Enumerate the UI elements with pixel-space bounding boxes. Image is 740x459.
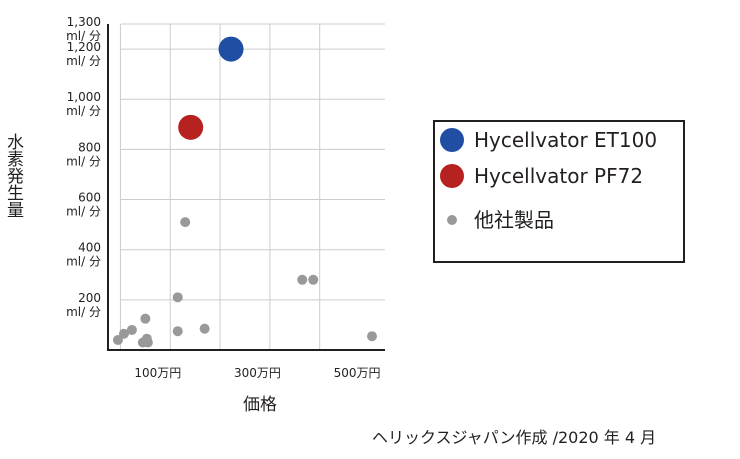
x-tick-labels: 100万円 300万円 500万円 <box>134 366 380 380</box>
y-tick-label: 200 <box>78 291 101 305</box>
y-tick-unit: ml/ 分 <box>66 255 101 269</box>
legend-marker <box>440 128 464 152</box>
competitor-point <box>297 274 308 285</box>
competitor-point <box>118 328 129 339</box>
source-credit: ヘリックスジャパン作成 /2020 年 4 月 <box>372 428 657 447</box>
x-axis-title: 価格 <box>243 395 277 415</box>
competitor-point <box>172 326 183 337</box>
competitor-point <box>367 331 377 342</box>
y-tick-label: 1,200 <box>67 40 101 54</box>
legend-label: Hycellvator PF72 <box>474 164 643 188</box>
y-tick-unit: ml/ 分 <box>66 154 101 168</box>
y-tick-unit: ml/ 分 <box>66 104 101 118</box>
legend-label: Hycellvator ET100 <box>474 128 657 152</box>
competitor-point <box>180 217 191 228</box>
competitor-point <box>126 324 137 335</box>
legend-box <box>433 120 685 263</box>
legend-label: 他社製品 <box>474 208 554 232</box>
product-point <box>218 36 244 62</box>
y-tick-label: 1,000 <box>67 90 101 104</box>
grid <box>119 23 385 350</box>
y-tick-label: 800 <box>78 140 101 154</box>
y-tick-unit: ml/ 分 <box>66 29 101 43</box>
y-tick-unit: ml/ 分 <box>66 305 101 319</box>
x-tick-label: 300万円 <box>234 366 281 380</box>
x-tick-label: 500万円 <box>334 366 381 380</box>
y-tick-unit: ml/ 分 <box>66 54 101 68</box>
competitor-point <box>308 274 319 285</box>
y-tick-label: 1,300 <box>67 15 101 29</box>
y-axis-title: 水素発生量 <box>3 133 24 218</box>
competitor-point <box>199 323 210 334</box>
y-tick-unit: ml/ 分 <box>66 205 101 219</box>
competitor-point <box>112 334 123 345</box>
legend: Hycellvator ET100 Hycellvator PF72 他社製品 <box>433 120 685 263</box>
x-tick-label: 100万円 <box>134 366 181 380</box>
y-tick-label: 400 <box>78 241 101 255</box>
data-points <box>112 36 377 348</box>
axes <box>107 24 385 351</box>
legend-marker <box>447 215 457 225</box>
product-point <box>178 114 204 140</box>
competitor-point <box>140 313 151 324</box>
competitor-point <box>141 333 152 344</box>
legend-marker <box>440 164 464 188</box>
y-tick-label: 600 <box>78 191 101 205</box>
competitor-point <box>172 292 183 303</box>
